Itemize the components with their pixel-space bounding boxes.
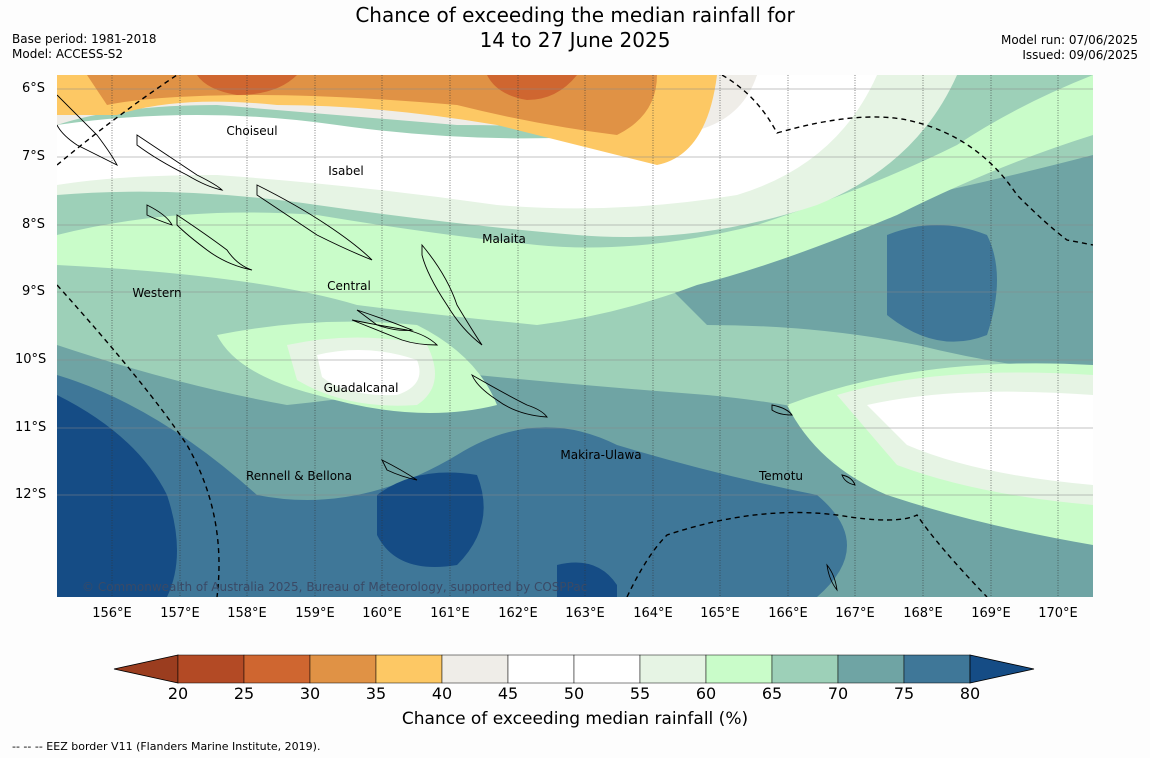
base-period: Base period: 1981-2018 (12, 32, 157, 46)
lon-label-157e: 157°E (160, 606, 200, 621)
colorbar-tick-label: 45 (497, 684, 519, 703)
colorbar-tick-label: 25 (233, 684, 255, 703)
lon-label-167e: 167°E (835, 606, 875, 621)
colorbar-segment (639, 654, 707, 684)
region-label-guadalcanal: Guadalcanal (323, 381, 399, 395)
colorbar-extend-high (969, 654, 1035, 684)
region-label-central: Central (327, 279, 371, 293)
region-label-makira-ulawa: Makira-Ulawa (560, 448, 642, 462)
colorbar-tick-label: 40 (431, 684, 453, 703)
colorbar-tick-label: 20 (167, 684, 189, 703)
colorbar-tick-label: 55 (629, 684, 651, 703)
lon-label-162e: 162°E (498, 606, 538, 621)
region-label-isabel: Isabel (328, 164, 364, 178)
colorbar-tick-label: 35 (365, 684, 387, 703)
colorbar-segment (837, 654, 905, 684)
region-label-rennell-bellona: Rennell & Bellona (245, 469, 353, 483)
band-55-guadalcanal (317, 350, 420, 396)
lat-label-7s: 7°S (22, 149, 46, 164)
colorbar-tick-label: 50 (563, 684, 585, 703)
colorbar-segment (243, 654, 311, 684)
band-80-east (887, 225, 997, 342)
colorbar-segment (507, 654, 575, 684)
colorbar-tick-label: 80 (959, 684, 981, 703)
band-85-central (377, 472, 484, 567)
lon-label-160e: 160°E (362, 606, 402, 621)
lat-label-10s: 10°S (15, 352, 47, 367)
meta-right: Model run: 07/06/2025 Issued: 09/06/2025 (1001, 33, 1138, 63)
region-label-choiseul: Choiseul (226, 124, 278, 138)
lon-label-165e: 165°E (700, 606, 740, 621)
lon-label-166e: 166°E (768, 606, 808, 621)
colorbar-segment (903, 654, 971, 684)
region-label-western: Western (132, 286, 182, 300)
band-65-north (57, 75, 1093, 325)
colorbar-segment (375, 654, 443, 684)
issued-date: Issued: 09/06/2025 (1022, 48, 1138, 62)
lon-label-163e: 163°E (565, 606, 605, 621)
lon-label-159e: 159°E (295, 606, 335, 621)
coastlines (57, 94, 856, 592)
title-line-1: Chance of exceeding the median rainfall … (355, 3, 795, 27)
colorbar-tick-label: 60 (695, 684, 717, 703)
colorbar-segment (573, 654, 641, 684)
lat-label-12s: 12°S (15, 487, 47, 502)
region-label-temotu: Temotu (758, 469, 804, 483)
colorbar-segment (309, 654, 377, 684)
lon-label-169e: 169°E (971, 606, 1011, 621)
colorbar-segment (705, 654, 773, 684)
latitude-gridlines (57, 88, 1093, 496)
lat-label-6s: 6°S (22, 81, 46, 96)
colorbar (113, 654, 1035, 684)
band-55-north (57, 75, 877, 209)
colorbar-tick-label: 65 (761, 684, 783, 703)
eez-border (57, 75, 1093, 597)
lon-label-161e: 161°E (430, 606, 470, 621)
title-line-2: 14 to 27 June 2025 (479, 28, 671, 52)
band-30-north-east (487, 75, 577, 100)
colorbar-segment (771, 654, 839, 684)
copyright-notice: © Commonwealth of Australia 2025, Bureau… (82, 580, 588, 594)
longitude-gridlines (111, 75, 1059, 597)
band-85-south (557, 562, 617, 597)
lon-label-158e: 158°E (227, 606, 267, 621)
eez-footnote: -- -- -- EEZ border V11 (Flanders Marine… (12, 740, 321, 753)
model-name: Model: ACCESS-S2 (12, 47, 124, 61)
model-run: Model run: 07/06/2025 (1000, 33, 1138, 47)
lon-label-164e: 164°E (633, 606, 673, 621)
colorbar-extend-low (113, 654, 179, 684)
meta-left: Base period: 1981-2018 Model: ACCESS-S2 (12, 32, 157, 62)
region-label-malaita: Malaita (482, 232, 526, 246)
lon-label-168e: 168°E (903, 606, 943, 621)
rainfall-map (57, 75, 1093, 597)
lon-label-170e: 170°E (1038, 606, 1078, 621)
colorbar-label: Chance of exceeding median rainfall (%) (401, 709, 749, 729)
lat-label-9s: 9°S (22, 284, 46, 299)
lon-label-156e: 156°E (92, 606, 132, 621)
band-85-southwest (57, 395, 177, 597)
colorbar-tick-label: 30 (299, 684, 321, 703)
lat-label-11s: 11°S (15, 420, 47, 435)
colorbar-tick-label: 75 (893, 684, 915, 703)
lat-label-8s: 8°S (22, 217, 46, 232)
band-55-temotu (867, 391, 1093, 485)
colorbar-tick-label: 70 (827, 684, 849, 703)
colorbar-segment (441, 654, 509, 684)
colorbar-segment (177, 654, 245, 684)
map-title: Chance of exceeding the median rainfall … (0, 3, 1150, 53)
